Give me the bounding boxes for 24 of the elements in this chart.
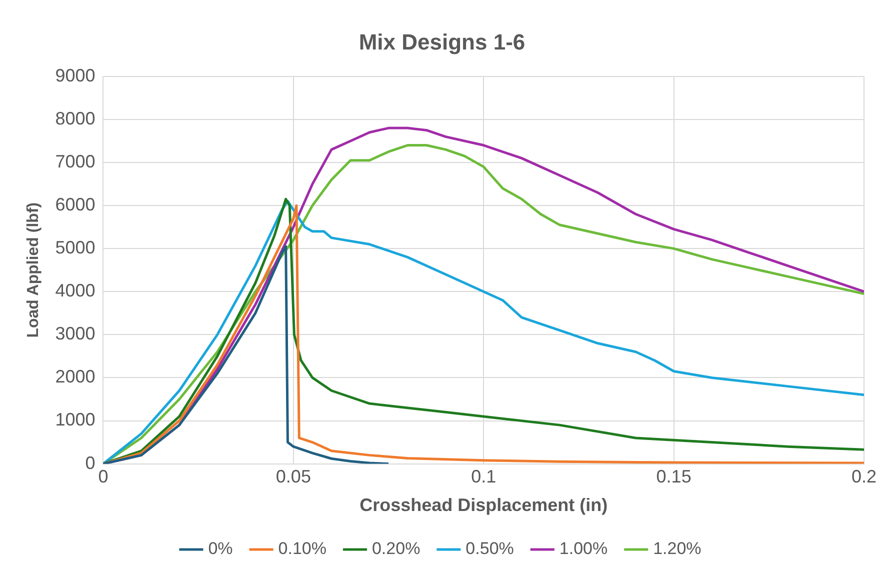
x-tick-label: 0.15	[656, 466, 692, 487]
x-tick-label: 0.1	[471, 466, 496, 487]
y-tick-label: 0	[85, 452, 96, 473]
x-tick-label: 0.05	[276, 466, 311, 487]
y-tick-label: 5000	[55, 238, 96, 258]
legend-label: 0.10%	[278, 539, 326, 558]
x-tick-label: 0.2	[851, 466, 877, 487]
y-tick-label: 2000	[55, 366, 96, 387]
y-tick-label: 4000	[55, 280, 96, 301]
y-axis-title: Load Applied (lbf)	[25, 202, 42, 338]
legend-label: 0.50%	[466, 539, 514, 558]
legend-label: 0%	[208, 539, 233, 558]
x-tick-label: 0	[98, 466, 108, 487]
y-tick-label: 9000	[55, 65, 96, 86]
y-tick-label: 6000	[55, 194, 96, 214]
y-tick-label: 3000	[55, 324, 96, 344]
legend-label: 0.20%	[372, 539, 420, 558]
y-tick-label: 1000	[55, 410, 96, 430]
x-axis-title: Crosshead Displacement (in)	[360, 495, 608, 516]
y-tick-label: 8000	[55, 108, 96, 128]
chart-title: Mix Designs 1-6	[358, 29, 526, 54]
legend-label: 1.00%	[559, 539, 608, 558]
y-tick-label: 7000	[55, 151, 96, 172]
legend-label: 1.20%	[653, 539, 702, 558]
